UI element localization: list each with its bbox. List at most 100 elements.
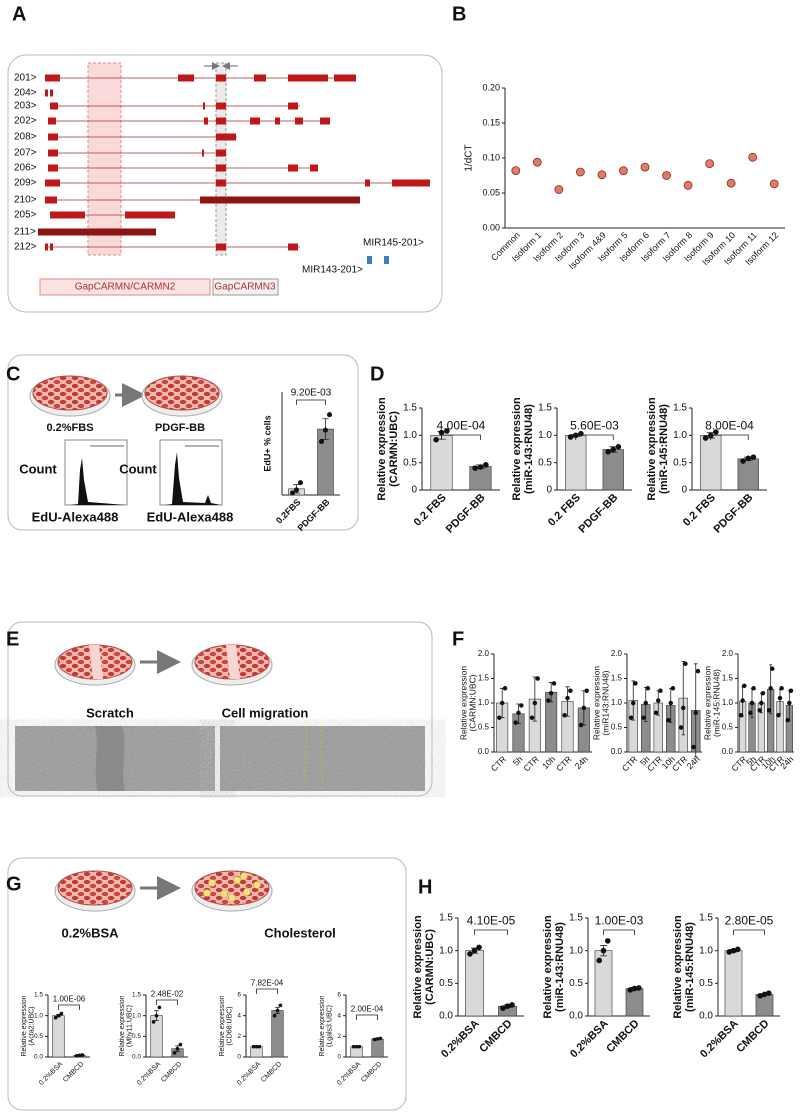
p-value: 1.00E-03: [595, 913, 644, 927]
y-tick-label: 1.0: [699, 945, 713, 956]
exon: [365, 179, 370, 187]
y-axis-label: Relative expression: [702, 666, 712, 740]
y-tick-label: 4: [237, 1012, 241, 1019]
data-point: [154, 1013, 159, 1018]
y-tick-label: 0.5: [722, 723, 734, 732]
dot: [769, 179, 779, 189]
panel-label: E: [6, 628, 19, 650]
x-tick-label: PDGF-BB: [577, 492, 621, 536]
dot: [554, 185, 564, 194]
panel-frame: [7, 857, 407, 1111]
significance-bracket: [156, 999, 178, 1005]
data-point: [535, 676, 540, 681]
data-point: [635, 985, 642, 991]
exon: [320, 117, 330, 125]
dish-cells: [144, 375, 220, 411]
transcript-label: 208>: [14, 132, 37, 143]
migration-front: [304, 725, 323, 792]
data-point: [519, 703, 524, 708]
y-tick-label: 0.0: [439, 1011, 453, 1022]
data-point: [289, 490, 296, 496]
error-bar: [694, 663, 698, 758]
mirna-label: MIR145-201>: [363, 238, 424, 249]
data-point: [702, 435, 709, 441]
condition-label: Scratch: [86, 705, 134, 720]
exon: [392, 179, 430, 187]
data-point: [681, 705, 686, 711]
data-point: [605, 448, 611, 455]
transcript-label: 202>: [14, 116, 37, 127]
data-point: [251, 1044, 256, 1049]
micrograph-texture: [220, 726, 425, 791]
significance-bracket: [296, 399, 326, 405]
exon: [50, 102, 58, 110]
y-axis-label: (Lgals3:UBC): [327, 1005, 334, 1047]
y-tick-label: 1.5: [478, 674, 490, 683]
data-point: [497, 715, 502, 720]
mirna-label: MIR143-201>: [302, 265, 363, 276]
data-point: [568, 688, 573, 693]
significance-bracket: [441, 434, 481, 440]
data-point: [670, 686, 676, 691]
exon: [50, 211, 85, 219]
y-tick-label: 4: [337, 1012, 341, 1019]
data-point: [175, 1046, 180, 1051]
p-value: 2.48E-02: [151, 990, 184, 999]
dish-cells: [194, 870, 270, 906]
p-value: 1.00E-06: [53, 995, 86, 1004]
data-point: [740, 458, 746, 464]
data-point: [787, 700, 792, 706]
data-point: [770, 666, 775, 671]
x-tick-label: CTR: [729, 754, 748, 773]
data-point: [378, 1036, 383, 1041]
y-tick-label: 0: [546, 485, 552, 496]
data-point: [178, 1042, 183, 1047]
y-axis-label: (CD68:UBC): [227, 1006, 234, 1045]
y-tick-label: 0.0: [478, 747, 490, 756]
p-value: 4.00E-04: [437, 418, 486, 432]
exon: [200, 196, 360, 204]
exon: [50, 243, 53, 251]
data-point: [730, 947, 737, 954]
data-point: [600, 947, 607, 954]
exon: [216, 74, 226, 82]
y-tick-label: 1.0: [403, 430, 417, 441]
dot: [575, 167, 585, 177]
p-value: 9.20E-03: [291, 387, 332, 398]
exon: [45, 74, 60, 82]
data-point: [693, 710, 698, 716]
x-tick-label: 24h: [685, 754, 702, 771]
data-point: [444, 428, 450, 434]
data-point: [354, 1044, 359, 1049]
dot: [532, 157, 542, 167]
data-point: [761, 991, 768, 998]
exon: [204, 117, 208, 125]
exon: [310, 164, 318, 172]
significance-bracket: [58, 1004, 80, 1010]
condition-label: PDGF-BB: [155, 422, 205, 434]
significance-bracket: [256, 988, 278, 994]
bar: [371, 1038, 384, 1058]
region-label-box: [212, 278, 279, 296]
exon: [45, 196, 57, 204]
highlight-region: [87, 62, 122, 256]
data-point: [604, 938, 611, 944]
data-point: [513, 720, 518, 725]
y-tick-label: 1.0: [722, 698, 734, 707]
panel-label: H: [418, 876, 432, 898]
bar: [271, 1010, 284, 1058]
exon: [45, 179, 60, 187]
y-axis-label: (CARMN:UBC): [388, 411, 400, 487]
panel-label: G: [6, 873, 22, 895]
significance-bracket: [575, 434, 614, 440]
data-point: [631, 700, 636, 706]
p-value: 8.00E-04: [705, 418, 754, 432]
y-tick-label: 1.5: [538, 403, 552, 414]
data-point: [581, 705, 587, 711]
transcript-label: 211>: [14, 227, 36, 238]
data-point: [80, 1053, 85, 1057]
data-point: [615, 444, 622, 450]
data-point: [74, 1053, 79, 1058]
y-tick-label: 0.15: [482, 117, 500, 127]
dot: [683, 180, 693, 190]
